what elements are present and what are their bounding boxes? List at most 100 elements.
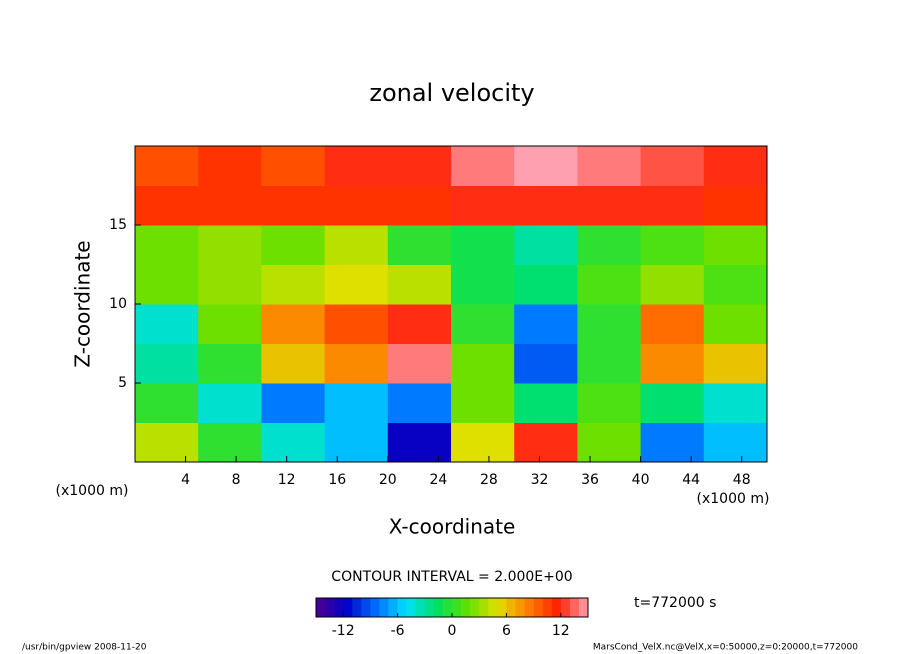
cell <box>640 343 705 384</box>
cell <box>198 185 262 226</box>
y-tick-label: 5 <box>118 375 127 391</box>
cell <box>261 304 326 344</box>
cell <box>261 225 326 265</box>
cell <box>198 343 262 384</box>
cell <box>387 146 452 186</box>
cell <box>261 343 326 384</box>
colorbar-cell <box>397 598 407 617</box>
cell <box>324 264 389 305</box>
colorbar-cell <box>569 598 580 617</box>
cell <box>135 383 199 423</box>
y-tick-label: 15 <box>109 217 127 233</box>
cell <box>324 304 389 344</box>
cell <box>514 422 578 463</box>
cell <box>514 185 578 226</box>
x-unit: (x1000 m) <box>697 491 770 507</box>
x-tick-label: 36 <box>581 472 599 488</box>
colorbar-tick-label: 0 <box>448 623 457 639</box>
contour-note: CONTOUR INTERVAL = 2.000E+00 <box>331 569 572 585</box>
cell <box>451 146 515 186</box>
cell <box>135 185 199 226</box>
colorbar-cell <box>325 598 335 617</box>
colorbar-cell <box>515 598 525 617</box>
colorbar-cell <box>433 598 444 617</box>
colorbar-cell <box>370 598 380 617</box>
colorbar-cell <box>442 598 453 617</box>
cell <box>261 185 326 226</box>
cell <box>261 264 326 305</box>
cell <box>387 304 452 344</box>
cell <box>703 304 768 344</box>
cell <box>640 225 705 265</box>
cell <box>640 185 705 226</box>
cell <box>703 185 768 226</box>
colorbar-cell <box>406 598 417 617</box>
x-tick-label: 16 <box>328 472 346 488</box>
colorbar-cell <box>506 598 516 617</box>
cell <box>640 422 705 463</box>
cell <box>451 225 515 265</box>
cell <box>514 343 578 384</box>
colorbar-cell <box>551 598 562 617</box>
cell <box>261 422 326 463</box>
cell <box>703 343 768 384</box>
cell <box>135 225 199 265</box>
colorbar-tick-label: 6 <box>502 623 511 639</box>
cell <box>198 422 262 463</box>
colorbar-tick-label: -12 <box>332 623 355 639</box>
cell <box>451 304 515 344</box>
colorbar-cell <box>479 598 489 617</box>
cell <box>198 383 262 423</box>
colorbar-cell <box>316 598 326 617</box>
cell <box>135 304 199 344</box>
x-tick-label: 44 <box>682 472 700 488</box>
colorbar-cell <box>452 598 462 617</box>
cell <box>451 185 515 226</box>
cell <box>451 422 515 463</box>
cell <box>577 146 642 186</box>
x-tick-label: 32 <box>531 472 549 488</box>
cell <box>261 146 326 186</box>
cell <box>577 304 642 344</box>
cell <box>514 304 578 344</box>
cell <box>135 264 199 305</box>
x-tick-label: 40 <box>632 472 650 488</box>
colorbar-cell <box>524 598 534 617</box>
cell <box>577 264 642 305</box>
cell <box>640 383 705 423</box>
x-axis-label: X-coordinate <box>389 515 516 539</box>
cell <box>387 264 452 305</box>
x-tick-label: 4 <box>181 472 190 488</box>
colorbar-cell <box>470 598 480 617</box>
colorbar-cell <box>461 598 471 617</box>
x-tick-label: 28 <box>480 472 498 488</box>
cell <box>514 146 578 186</box>
colorbar-cell <box>560 598 571 617</box>
cell <box>324 185 389 226</box>
cell <box>387 343 452 384</box>
cell <box>577 422 642 463</box>
cell <box>198 304 262 344</box>
colorbar-cell <box>334 598 344 617</box>
cell <box>640 264 705 305</box>
cell <box>387 225 452 265</box>
cell <box>577 185 642 226</box>
footer-right: MarsCond_VelX.nc@VelX,x=0:50000,z=0:2000… <box>593 643 858 653</box>
y-unit: (x1000 m) <box>56 483 129 499</box>
y-axis-label: Z-coordinate <box>71 240 95 367</box>
cell <box>577 383 642 423</box>
cell <box>261 383 326 423</box>
cell <box>703 146 768 186</box>
x-tick-label: 8 <box>232 472 241 488</box>
cell <box>451 343 515 384</box>
cell <box>198 264 262 305</box>
cell <box>324 383 389 423</box>
cell <box>198 146 262 186</box>
time-label: t=772000 s <box>634 595 716 611</box>
colorbar-cell <box>343 598 353 617</box>
cell <box>640 304 705 344</box>
x-tick-label: 48 <box>733 472 751 488</box>
colorbar-cell <box>424 598 435 617</box>
colorbar-cell <box>415 598 426 617</box>
colorbar-cell <box>497 598 507 617</box>
